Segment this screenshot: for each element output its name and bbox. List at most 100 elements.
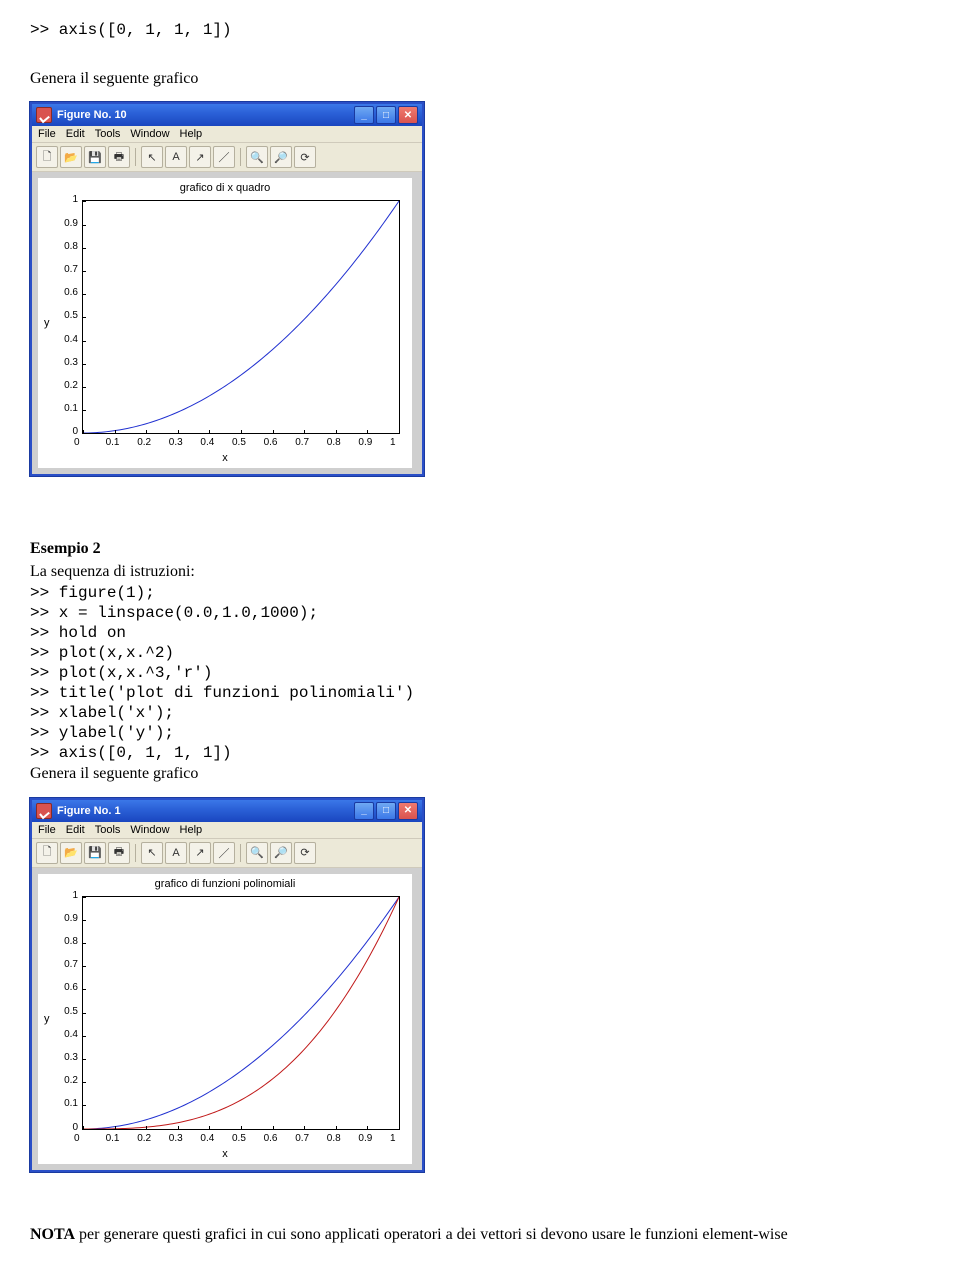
menu-window[interactable]: Window [130,128,169,140]
y-tick-mark [82,1013,86,1014]
y-tick-mark [82,1036,86,1037]
y-tick-label: 0.1 [64,1098,78,1109]
nota-paragraph: NOTA per generare questi grafici in cui … [30,1224,930,1246]
code-line: >> hold on [30,623,930,643]
menu-help[interactable]: Help [180,128,203,140]
menu-file[interactable]: File [38,824,56,836]
text-icon[interactable]: A [165,146,187,168]
y-tick-mark [82,989,86,990]
line-icon[interactable]: ／ [213,842,235,864]
arrow-icon[interactable]: ↗ [189,842,211,864]
y-tick-label: 0.4 [64,334,78,345]
save-icon[interactable]: 💾 [84,842,106,864]
rotate-icon[interactable]: ⟳ [294,842,316,864]
x-tick-mark [304,430,305,434]
zoom-in-icon[interactable]: 🔍 [246,146,268,168]
minimize-button[interactable]: _ [354,802,374,820]
x-tick-label: 0.1 [106,437,120,448]
y-tick-label: 0.9 [64,218,78,229]
x-tick-mark [367,430,368,434]
separator [135,148,136,166]
maximize-button[interactable]: □ [376,802,396,820]
plot-canvas-outer: grafico di x quadro y x 00.10.20.30.40.5… [32,172,422,474]
x-tick-mark [273,430,274,434]
code-block: >> figure(1);>> x = linspace(0.0,1.0,100… [30,583,930,763]
arrow-icon[interactable]: ↗ [189,146,211,168]
code-line: >> plot(x,x.^3,'r') [30,663,930,683]
y-tick-mark [82,433,86,434]
menu-window[interactable]: Window [130,824,169,836]
y-axis-label: y [44,1013,50,1025]
print-icon[interactable]: 🖶 [108,146,130,168]
menu-tools[interactable]: Tools [95,824,121,836]
titlebar: Figure No. 1 _ □ ✕ [32,800,422,822]
zoom-out-icon[interactable]: 🔎 [270,146,292,168]
x-axis-label: x [38,452,412,464]
menu-file[interactable]: File [38,128,56,140]
text-icon[interactable]: A [165,842,187,864]
menu-help[interactable]: Help [180,824,203,836]
x-tick-mark [115,1126,116,1130]
y-tick-mark [82,966,86,967]
pointer-icon[interactable]: ↖ [141,842,163,864]
x-tick-label: 0.4 [200,437,214,448]
code-line: >> axis([0, 1, 1, 1]) [30,743,930,763]
y-tick-label: 0.9 [64,913,78,924]
maximize-button[interactable]: □ [376,106,396,124]
zoom-out-icon[interactable]: 🔎 [270,842,292,864]
menu-edit[interactable]: Edit [66,128,85,140]
x-tick-label: 0.2 [137,437,151,448]
open-icon[interactable]: 📂 [60,146,82,168]
new-icon[interactable]: 🗋 [36,842,58,864]
x-tick-mark [241,430,242,434]
close-button[interactable]: ✕ [398,802,418,820]
x-tick-label: 0 [74,1133,80,1144]
caption-genera-2: Genera il seguente grafico [30,763,930,785]
series-curve [83,897,399,1129]
plot-canvas-outer: grafico di funzioni polinomiali y x 00.1… [32,868,422,1170]
minimize-button[interactable]: _ [354,106,374,124]
toolbar: 🗋 📂 💾 🖶 ↖ A ↗ ／ 🔍 🔎 ⟳ [32,143,422,172]
x-tick-label: 0.7 [295,1133,309,1144]
y-tick-mark [82,294,86,295]
x-tick-mark [178,430,179,434]
y-tick-label: 0.2 [64,1075,78,1086]
window-title: Figure No. 1 [57,805,352,817]
y-tick-mark [82,248,86,249]
titlebar: Figure No. 10 _ □ ✕ [32,104,422,126]
toolbar: 🗋 📂 💾 🖶 ↖ A ↗ ／ 🔍 🔎 ⟳ [32,839,422,868]
example-intro: La sequenza di istruzioni: [30,561,930,583]
x-tick-mark [146,1126,147,1130]
series-curve [83,201,399,433]
open-icon[interactable]: 📂 [60,842,82,864]
menu-edit[interactable]: Edit [66,824,85,836]
pointer-icon[interactable]: ↖ [141,146,163,168]
x-tick-mark [241,1126,242,1130]
y-tick-label: 0.8 [64,936,78,947]
y-tick-label: 0 [72,1122,78,1133]
code-line: >> xlabel('x'); [30,703,930,723]
y-tick-mark [82,341,86,342]
x-tick-mark [399,1126,400,1130]
code-line: >> figure(1); [30,583,930,603]
y-tick-mark [82,387,86,388]
new-icon[interactable]: 🗋 [36,146,58,168]
x-tick-label: 0.4 [200,1133,214,1144]
x-tick-mark [273,1126,274,1130]
plot-canvas: grafico di funzioni polinomiali y x 00.1… [38,874,412,1164]
close-button[interactable]: ✕ [398,106,418,124]
y-tick-mark [82,1105,86,1106]
menu-tools[interactable]: Tools [95,128,121,140]
zoom-in-icon[interactable]: 🔍 [246,842,268,864]
menubar: File Edit Tools Window Help [32,126,422,143]
rotate-icon[interactable]: ⟳ [294,146,316,168]
y-tick-label: 0.5 [64,310,78,321]
separator [135,844,136,862]
line-icon[interactable]: ／ [213,146,235,168]
x-tick-label: 0.3 [169,437,183,448]
save-icon[interactable]: 💾 [84,146,106,168]
y-tick-mark [82,1129,86,1130]
chart-title: grafico di funzioni polinomiali [38,878,412,890]
print-icon[interactable]: 🖶 [108,842,130,864]
separator [240,844,241,862]
